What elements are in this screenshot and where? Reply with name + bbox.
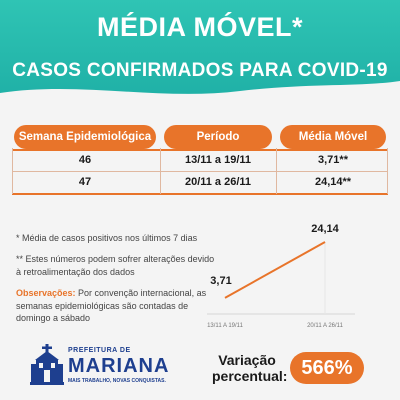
chart-data-label: 24,14 (311, 223, 339, 235)
observations-text: Por convenção internacional, as semanas … (16, 288, 207, 323)
logo-small-text: PREFEITURA DE (68, 347, 131, 354)
chart-x-tick-label: 13/11 A 19/11 (207, 323, 243, 329)
table-border (12, 148, 13, 194)
mariana-logo: PREFEITURA DE MARIANA MAIS TRABALHO, NOV… (30, 344, 180, 390)
chart-svg: 3,71 24,14 13/11 A 19/11 20/11 A 26/11 (207, 223, 355, 329)
observations-label: Observações: (16, 288, 76, 298)
table-header-week: Semana Epidemiológica (14, 125, 156, 149)
table-header-period: Período (164, 125, 272, 149)
table-cell-week: 47 (78, 176, 92, 188)
logo-brand-text: MARIANA (68, 355, 170, 377)
table-cell-period: 20/11 a 26/11 (184, 176, 252, 188)
table-border (160, 148, 161, 194)
table-divider (12, 149, 388, 151)
note-observations: Observações: Por convenção internacional… (16, 287, 216, 325)
chart-x-tick-label: 20/11 A 26/11 (307, 323, 343, 329)
table-cell-average: 24,14** (314, 176, 352, 188)
table-header-average: Média Móvel (280, 125, 386, 149)
logo-tagline: MAIS TRABALHO, NOVAS CONQUISTAS. (68, 378, 166, 384)
chart-series-line (224, 241, 326, 299)
moving-average-chart: 3,71 24,14 13/11 A 19/11 20/11 A 26/11 (195, 210, 395, 335)
table-cell-week: 46 (78, 154, 92, 166)
table-border (276, 148, 277, 194)
variation-label: Variação percentual: (212, 352, 288, 384)
table-border (387, 148, 388, 194)
variation-value: 566% (290, 352, 364, 384)
table-cell-average: 3,71** (318, 154, 348, 166)
table-divider (12, 171, 388, 172)
church-icon (30, 344, 64, 385)
note-average-definition: * Média de casos positivos nos últimos 7… (16, 233, 198, 243)
table-divider (12, 193, 388, 195)
page-subtitle: CASOS CONFIRMADOS PARA COVID-19 (12, 60, 388, 81)
header-banner: MÉDIA MÓVEL* CASOS CONFIRMADOS PARA COVI… (0, 0, 400, 100)
note-data-revision: ** Estes números podem sofrer alterações… (16, 254, 215, 277)
chart-data-label: 3,71 (210, 275, 231, 287)
page-title: MÉDIA MÓVEL* (96, 12, 303, 42)
header-wave (0, 81, 400, 100)
table-cell-period: 13/11 a 19/11 (184, 154, 252, 166)
